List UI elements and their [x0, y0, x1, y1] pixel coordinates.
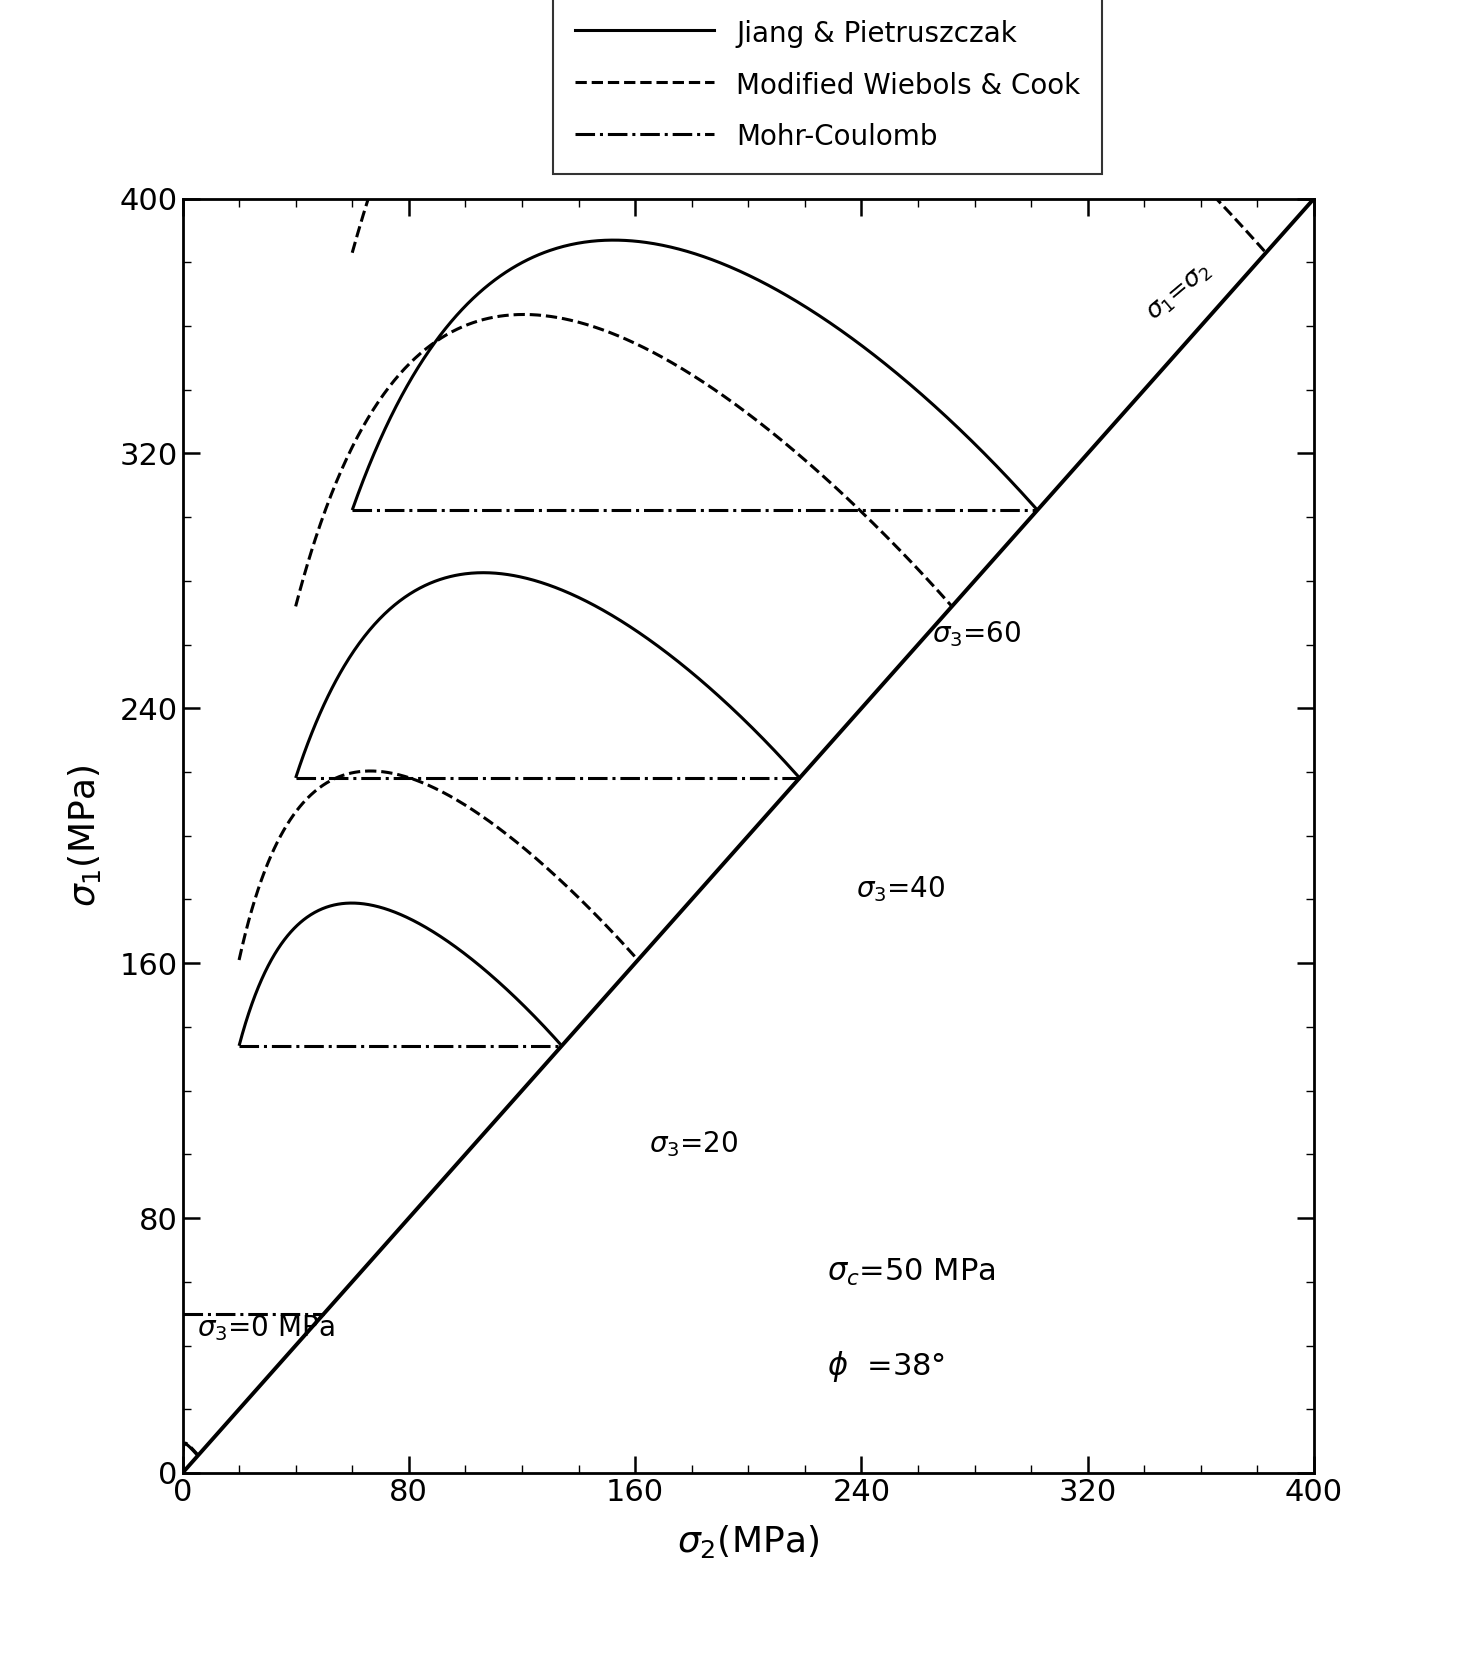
Y-axis label: $\sigma_1$(MPa): $\sigma_1$(MPa) [66, 765, 102, 907]
Text: $\phi$  =38°: $\phi$ =38° [828, 1349, 946, 1384]
Text: $\sigma_3$=40: $\sigma_3$=40 [856, 874, 945, 904]
X-axis label: $\sigma_2$(MPa): $\sigma_2$(MPa) [677, 1524, 819, 1561]
Text: $\sigma_c$=50 MPa: $\sigma_c$=50 MPa [828, 1258, 996, 1288]
Legend: Jiang & Pietruszczak, Modified Wiebols & Cook, Mohr-Coulomb: Jiang & Pietruszczak, Modified Wiebols &… [553, 0, 1102, 174]
Text: $\sigma_3$=60: $\sigma_3$=60 [931, 619, 1022, 649]
Text: $\sigma_1$=$\sigma_2$: $\sigma_1$=$\sigma_2$ [1143, 258, 1216, 326]
Text: $\sigma_3$=20: $\sigma_3$=20 [650, 1129, 739, 1158]
Text: $\sigma_3$=0 MPa: $\sigma_3$=0 MPa [197, 1314, 334, 1344]
